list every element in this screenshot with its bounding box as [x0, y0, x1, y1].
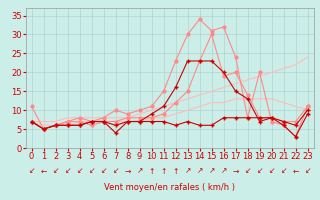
Text: ↗: ↗ [196, 166, 203, 176]
Text: Vent moyen/en rafales ( km/h ): Vent moyen/en rafales ( km/h ) [104, 183, 235, 192]
Text: ↙: ↙ [112, 166, 119, 176]
Text: ←: ← [40, 166, 47, 176]
Text: ←: ← [292, 166, 299, 176]
Text: ↙: ↙ [280, 166, 287, 176]
Text: ↑: ↑ [172, 166, 179, 176]
Text: ↙: ↙ [100, 166, 107, 176]
Text: ↗: ↗ [208, 166, 215, 176]
Text: ↙: ↙ [256, 166, 263, 176]
Text: ↗: ↗ [136, 166, 143, 176]
Text: ↗: ↗ [184, 166, 191, 176]
Text: ↗: ↗ [220, 166, 227, 176]
Text: →: → [124, 166, 131, 176]
Text: →: → [232, 166, 239, 176]
Text: ↙: ↙ [52, 166, 59, 176]
Text: ↙: ↙ [304, 166, 311, 176]
Text: ↙: ↙ [64, 166, 71, 176]
Text: ↙: ↙ [88, 166, 95, 176]
Text: ↑: ↑ [160, 166, 167, 176]
Text: ↙: ↙ [268, 166, 275, 176]
Text: ↙: ↙ [28, 166, 35, 176]
Text: ↙: ↙ [76, 166, 83, 176]
Text: ↙: ↙ [244, 166, 251, 176]
Text: ↑: ↑ [148, 166, 155, 176]
